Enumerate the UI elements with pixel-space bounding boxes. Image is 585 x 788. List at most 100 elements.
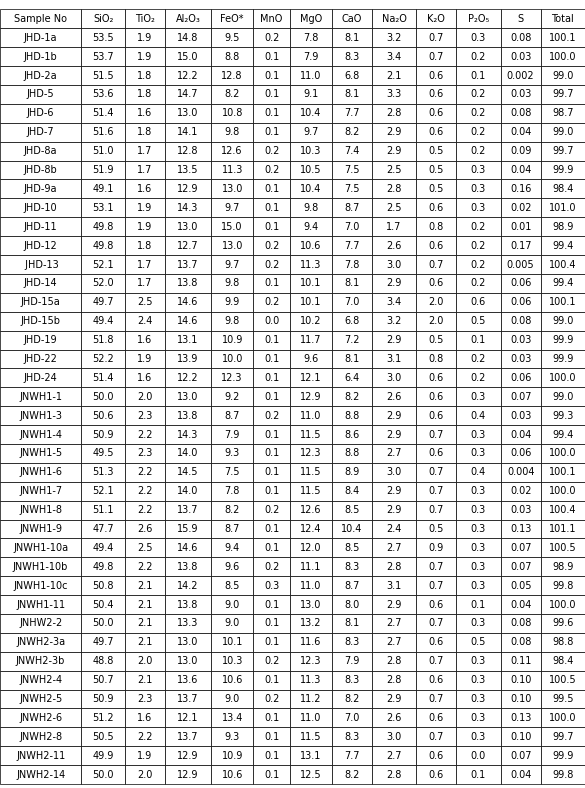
Text: 14.7: 14.7 <box>177 90 199 99</box>
Bar <box>501 312 541 331</box>
Text: 99.9: 99.9 <box>552 354 573 364</box>
Text: 100.4: 100.4 <box>549 505 577 515</box>
Text: 0.7: 0.7 <box>429 581 444 591</box>
Text: 0.08: 0.08 <box>510 637 531 648</box>
Bar <box>211 671 253 690</box>
Text: FeO*: FeO* <box>221 14 244 24</box>
Text: 12.2: 12.2 <box>177 71 199 80</box>
Text: 9.0: 9.0 <box>225 600 240 610</box>
Text: 0.1: 0.1 <box>264 184 279 194</box>
Text: 9.8: 9.8 <box>225 127 240 137</box>
Bar <box>541 47 585 66</box>
Bar <box>541 369 585 388</box>
Bar <box>541 312 585 331</box>
Text: 0.04: 0.04 <box>510 770 531 779</box>
Bar <box>211 180 253 199</box>
Bar <box>456 274 501 293</box>
Text: 2.4: 2.4 <box>137 316 153 326</box>
Bar <box>81 463 125 481</box>
Bar <box>417 369 456 388</box>
Text: 12.1: 12.1 <box>300 373 322 383</box>
Text: 11.3: 11.3 <box>300 259 322 269</box>
Text: 3.0: 3.0 <box>387 373 402 383</box>
Text: 49.8: 49.8 <box>92 221 114 232</box>
Bar <box>417 576 456 595</box>
Text: 1.6: 1.6 <box>137 184 153 194</box>
Text: 0.2: 0.2 <box>471 259 486 269</box>
Text: 2.0: 2.0 <box>137 656 153 667</box>
Bar <box>332 199 372 217</box>
Bar <box>456 9 501 28</box>
Bar <box>290 85 332 104</box>
Text: 0.03: 0.03 <box>510 335 531 345</box>
Bar <box>290 519 332 538</box>
Bar <box>501 331 541 350</box>
Text: 0.2: 0.2 <box>264 297 279 307</box>
Text: 0.03: 0.03 <box>510 354 531 364</box>
Bar <box>332 576 372 595</box>
Bar <box>290 463 332 481</box>
Bar <box>0 293 81 312</box>
Text: JNWH1-9: JNWH1-9 <box>19 524 62 534</box>
Text: 99.6: 99.6 <box>552 619 573 629</box>
Text: 49.9: 49.9 <box>92 751 114 760</box>
Text: 2.8: 2.8 <box>387 656 402 667</box>
Bar <box>541 519 585 538</box>
Text: 9.4: 9.4 <box>304 221 319 232</box>
Text: 0.1: 0.1 <box>264 354 279 364</box>
Bar <box>332 293 372 312</box>
Bar <box>81 217 125 236</box>
Text: 2.7: 2.7 <box>386 619 402 629</box>
Text: 3.0: 3.0 <box>387 467 402 478</box>
Text: 10.1: 10.1 <box>300 278 322 288</box>
Bar <box>290 500 332 519</box>
Bar <box>501 369 541 388</box>
Text: 51.6: 51.6 <box>92 127 114 137</box>
Text: 14.0: 14.0 <box>177 486 199 496</box>
Bar <box>372 180 417 199</box>
Bar <box>165 217 211 236</box>
Bar <box>541 255 585 274</box>
Text: 0.01: 0.01 <box>510 221 531 232</box>
Bar <box>211 746 253 765</box>
Bar <box>81 123 125 142</box>
Bar <box>81 614 125 633</box>
Bar <box>0 236 81 255</box>
Text: 49.8: 49.8 <box>92 562 114 572</box>
Text: 0.1: 0.1 <box>471 770 486 779</box>
Bar <box>253 519 290 538</box>
Bar <box>332 633 372 652</box>
Bar <box>211 727 253 746</box>
Text: 12.8: 12.8 <box>221 71 243 80</box>
Text: 2.1: 2.1 <box>137 675 153 685</box>
Text: JHD-13: JHD-13 <box>22 259 59 269</box>
Text: 2.9: 2.9 <box>387 505 402 515</box>
Bar <box>501 690 541 708</box>
Bar <box>125 236 165 255</box>
Bar <box>501 576 541 595</box>
Bar <box>456 388 501 406</box>
Text: JNWH2-11: JNWH2-11 <box>16 751 66 760</box>
Bar <box>501 671 541 690</box>
Bar <box>372 312 417 331</box>
Bar <box>211 312 253 331</box>
Text: 0.3: 0.3 <box>471 165 486 175</box>
Text: 2.5: 2.5 <box>386 203 402 213</box>
Bar <box>125 199 165 217</box>
Bar <box>253 236 290 255</box>
Bar <box>0 576 81 595</box>
Text: JHD-6: JHD-6 <box>27 109 54 118</box>
Bar <box>456 671 501 690</box>
Bar <box>165 199 211 217</box>
Bar <box>372 746 417 765</box>
Bar <box>501 123 541 142</box>
Text: JNWH1-11: JNWH1-11 <box>16 600 65 610</box>
Bar <box>253 331 290 350</box>
Bar <box>417 595 456 614</box>
Text: 10.1: 10.1 <box>222 637 243 648</box>
Text: 3.4: 3.4 <box>387 52 402 61</box>
Text: 12.9: 12.9 <box>300 392 322 402</box>
Bar <box>290 47 332 66</box>
Text: 13.1: 13.1 <box>177 335 199 345</box>
Bar <box>541 217 585 236</box>
